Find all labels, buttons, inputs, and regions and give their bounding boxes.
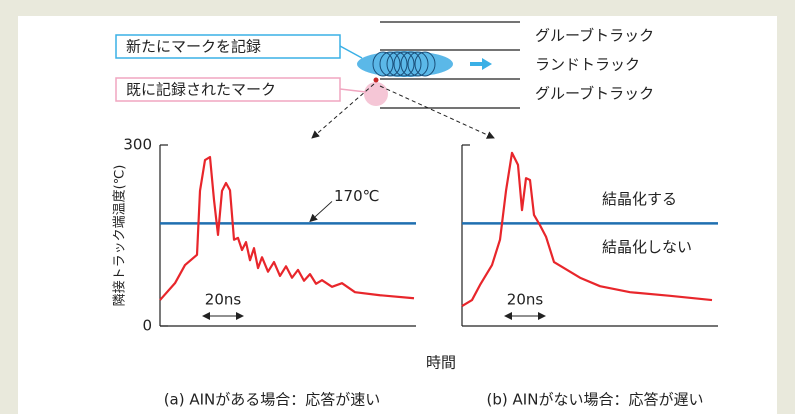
- scale-bar-label: 20ns: [205, 291, 242, 309]
- caption: (b) AINがない場合：応答が遅い: [487, 391, 704, 409]
- recorded-mark-shape: [364, 82, 388, 106]
- annotation: 結晶化する: [602, 190, 677, 208]
- y-axis-label: 隣接トラック端温度(℃): [112, 165, 128, 307]
- new-mark-label: 新たにマークを記録: [126, 38, 261, 56]
- figure: グルーブトラック ランドトラック グルーブトラック 新たにマークを記録 既に記録…: [0, 0, 795, 414]
- y-tick-label: 0: [142, 317, 152, 335]
- track-label: グルーブトラック: [535, 85, 654, 103]
- mark-point: [374, 78, 379, 83]
- scale-bar-label: 20ns: [507, 291, 544, 309]
- track-label: グルーブトラック: [535, 27, 654, 45]
- y-tick-label: 300: [123, 136, 152, 154]
- threshold-label: 170℃: [334, 187, 379, 205]
- recorded-mark-label: 既に記録されたマーク: [126, 81, 276, 99]
- track-label: ランドトラック: [535, 56, 640, 74]
- page: グルーブトラック ランドトラック グルーブトラック 新たにマークを記録 既に記録…: [0, 0, 795, 414]
- caption: (a) AINがある場合：応答が速い: [164, 391, 381, 409]
- x-axis-label: 時間: [426, 354, 456, 372]
- annotation: 結晶化しない: [602, 238, 692, 256]
